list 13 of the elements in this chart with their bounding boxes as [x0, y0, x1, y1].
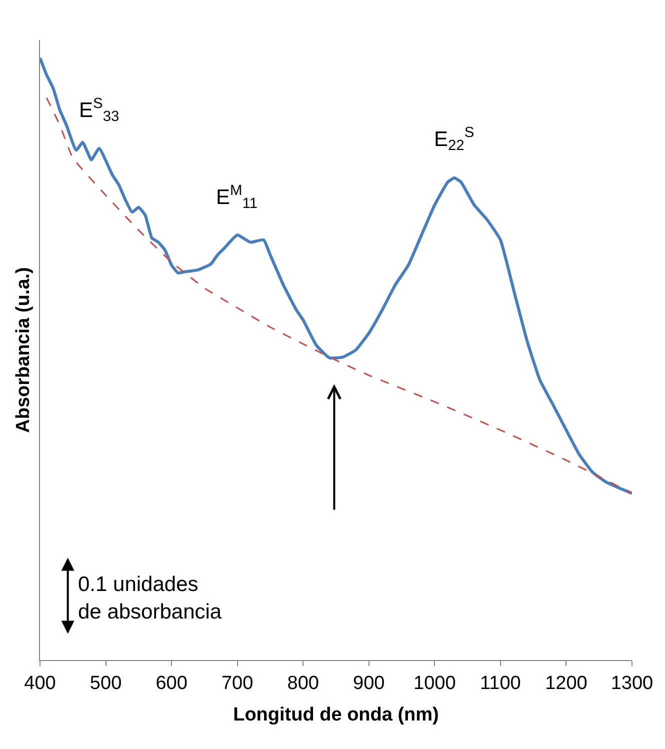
annotation: 0.1 unidades de absorbancia: [78, 573, 222, 624]
x-tick-label: 1000: [414, 672, 456, 694]
x-axis-title: Longitud de onda (nm): [233, 704, 439, 726]
x-tick-label: 700: [221, 672, 254, 694]
x-tick-label: 1100: [480, 672, 521, 694]
y-axis-title: Absorbancia (u.a.): [12, 267, 34, 433]
x-tick-label: 800: [287, 672, 319, 694]
x-tick-label: 900: [353, 672, 385, 694]
x-tick-label: 1300: [610, 672, 654, 694]
x-tick-label: 500: [90, 672, 122, 694]
x-tick-label: 400: [24, 672, 56, 694]
x-tick-label: 1200: [545, 672, 588, 694]
x-tick-label: 600: [156, 672, 188, 694]
